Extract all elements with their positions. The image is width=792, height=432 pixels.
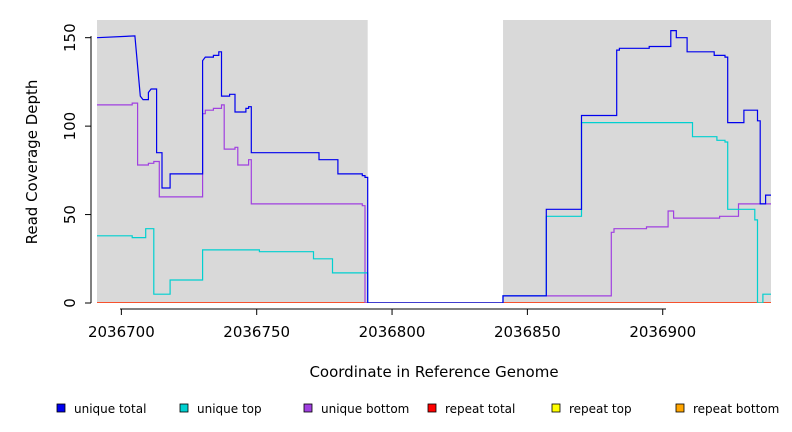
legend: unique total unique top unique bottom repea… (56, 402, 779, 416)
legend-label: unique total (74, 402, 146, 416)
legend-label: repeat bottom (693, 402, 779, 416)
legend-swatch (303, 403, 313, 413)
legend-swatch (179, 403, 189, 413)
legend-swatch (675, 403, 685, 413)
legend-label: unique top (197, 402, 262, 416)
x-axis-title: Coordinate in Reference Genome (309, 363, 558, 381)
y-tick-label: 150 (61, 23, 79, 52)
legend-label: repeat top (569, 402, 632, 416)
x-tick-label: 2036850 (494, 323, 561, 341)
legend-swatch (551, 403, 561, 413)
series-line-unique-total (97, 30, 771, 303)
y-axis-ticks: 0 50 100 150 (61, 23, 91, 308)
x-tick-label: 2036900 (629, 323, 696, 341)
x-axis-ticks: 2036700 2036750 2036800 2036850 2036900 (88, 309, 696, 341)
y-tick-label: 50 (61, 205, 79, 224)
x-tick-label: 2036700 (88, 323, 155, 341)
series-layer (97, 30, 771, 303)
x-tick-label: 2036800 (359, 323, 426, 341)
x-tick-label: 2036750 (223, 323, 290, 341)
legend-label: repeat total (445, 402, 515, 416)
legend-item: unique bottom (303, 402, 409, 416)
series-line-unique-bottom (97, 102, 771, 303)
legend-label: unique bottom (321, 402, 409, 416)
y-axis-title: Read Coverage Depth (23, 80, 41, 245)
legend-item: unique top (179, 402, 262, 416)
legend-item: repeat bottom (675, 402, 779, 416)
y-tick-label: 0 (61, 298, 79, 308)
y-tick-label: 100 (61, 112, 79, 141)
legend-item: repeat total (427, 402, 515, 416)
gap-region (367, 20, 504, 303)
legend-item: repeat top (551, 402, 632, 416)
legend-item: unique total (56, 402, 146, 416)
legend-swatch (427, 403, 437, 413)
legend-swatch (56, 403, 66, 413)
